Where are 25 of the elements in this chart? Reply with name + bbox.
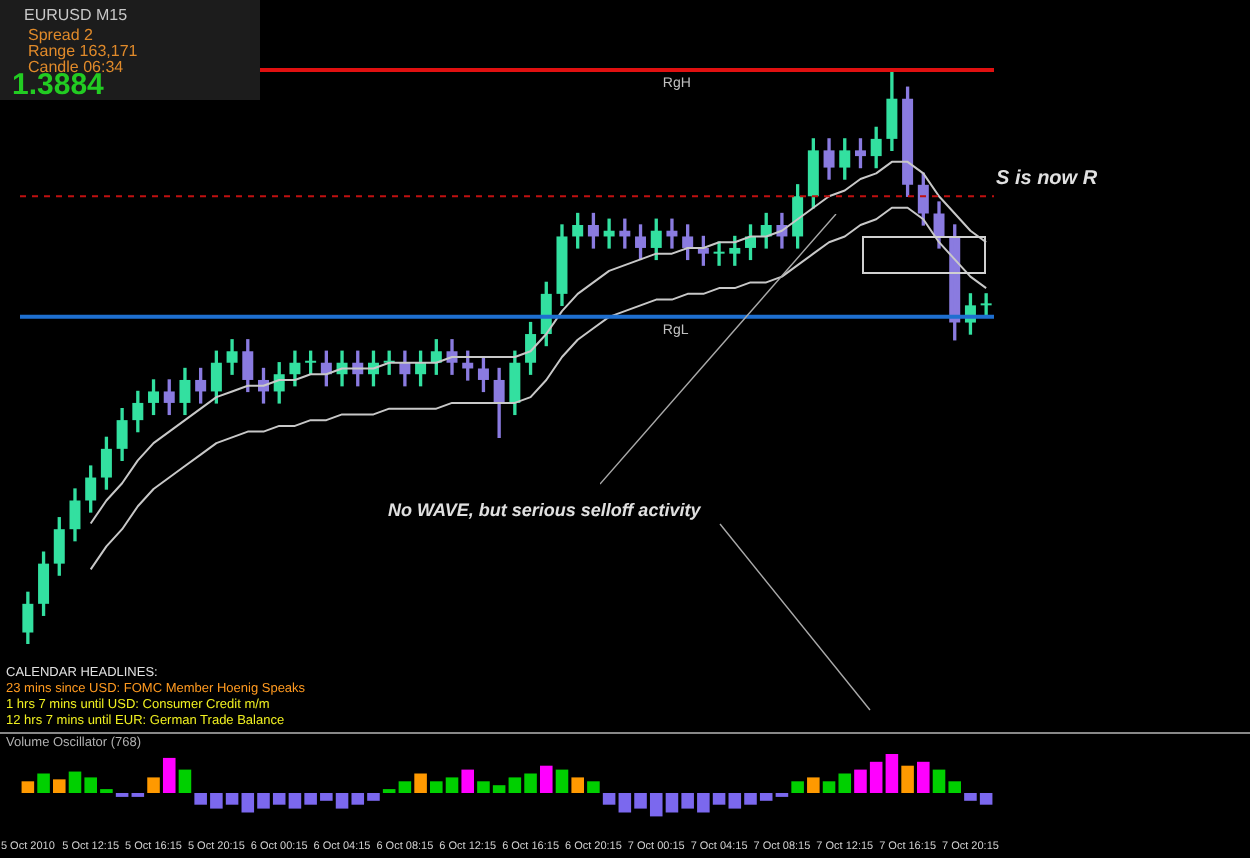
text: Spread 2 <box>28 26 93 44</box>
bar <box>571 777 584 793</box>
chart-title: EURUSD M15 <box>24 6 128 24</box>
bar <box>178 769 192 793</box>
bar <box>539 765 553 793</box>
bar <box>461 769 475 793</box>
bar <box>885 754 899 793</box>
bar <box>37 773 50 793</box>
bar <box>398 781 412 793</box>
bar <box>147 777 160 793</box>
bar <box>21 781 35 793</box>
bar <box>791 781 804 793</box>
bar <box>807 777 820 793</box>
bar <box>414 773 427 793</box>
text: S is now R <box>996 168 1098 190</box>
bar <box>162 757 176 793</box>
bar <box>901 765 914 793</box>
bar <box>917 761 930 793</box>
bar <box>602 793 616 805</box>
bar <box>52 779 66 793</box>
annotation: No WAVE, but serious selloff activity <box>388 500 701 522</box>
annotation: Candle 06:34 <box>28 58 124 76</box>
text: Range 163,171 <box>28 42 138 60</box>
bar <box>587 781 600 793</box>
bar <box>555 769 569 793</box>
